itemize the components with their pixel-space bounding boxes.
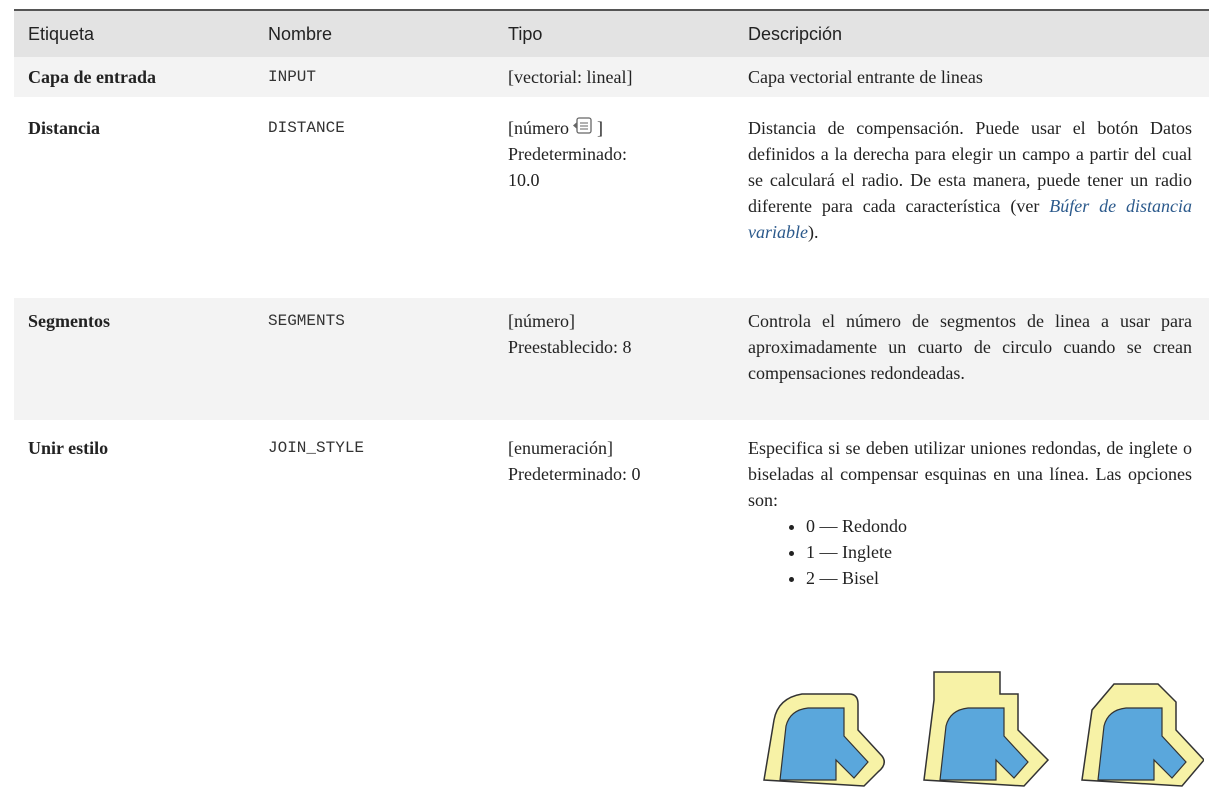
type: [vectorial: lineal] (508, 67, 633, 87)
type: [enumeración] Predeterminado: 0 (508, 435, 728, 487)
name: DISTANCE (268, 119, 345, 137)
header-cell: Tipo (508, 24, 543, 44)
label: Capa de entrada (28, 67, 157, 87)
description: Capa vectorial entrante de lineas (748, 67, 983, 87)
description-text: ). (808, 222, 819, 242)
name: JOIN_STYLE (268, 439, 365, 457)
label: Distancia (28, 118, 100, 138)
type-text: [número (508, 118, 569, 138)
description-text: Especifica si se deben utilizar uniones … (748, 438, 1192, 510)
round-join (763, 693, 885, 787)
description: Especifica si se deben utilizar uniones … (748, 435, 1192, 591)
type-line: 10.0 (508, 170, 540, 190)
type-line: Preestablecido: 8 (508, 337, 632, 357)
bevel-join (1081, 683, 1204, 787)
header-cell: Etiqueta (28, 24, 95, 44)
description: Distancia de compensación. Puede usar el… (748, 115, 1192, 245)
table-row: Unir estilo JOIN_STYLE [enumeración] Pre… (14, 420, 1209, 787)
name: INPUT (268, 68, 317, 86)
table-row: Distancia DISTANCE [número] Predetermina… (14, 97, 1209, 298)
link[interactable]: Búfer de distancia variable (748, 196, 1192, 242)
join-style-illustrations (763, 671, 1204, 787)
header-cell: Descripción (748, 24, 843, 44)
description-text: Distancia de compensación. Puede usar el… (748, 118, 1192, 216)
label: Unir estilo (28, 438, 109, 458)
data-defined-icon (572, 117, 592, 134)
type: [número] Predeterminado: 10.0 (508, 115, 728, 193)
header-cell: Nombre (268, 24, 333, 44)
description: Controla el número de segmentos de linea… (748, 311, 1192, 383)
type-line: Predeterminado: (508, 144, 627, 164)
miter-join (923, 671, 1050, 787)
table-row: Segmentos SEGMENTS [número] Preestableci… (14, 298, 1209, 420)
name: SEGMENTS (268, 312, 345, 330)
type-line: [número] (508, 115, 728, 141)
type-line: Predeterminado: 0 (508, 464, 641, 484)
label: Segmentos (28, 311, 110, 331)
type-line: [número] (508, 311, 575, 331)
table-row: Capa de entrada INPUT [vectorial: lineal… (14, 57, 1209, 97)
type: [número] Preestablecido: 8 (508, 308, 728, 360)
options-list: 0 — Redondo 1 — Inglete 2 — Bisel (748, 513, 1192, 591)
type-line: [enumeración] (508, 438, 613, 458)
type-text: ] (596, 118, 603, 138)
option: 0 — Redondo (806, 513, 1192, 539)
option: 2 — Bisel (806, 565, 1192, 591)
option: 1 — Inglete (806, 539, 1192, 565)
header-row: Etiqueta Nombre Tipo Descripción (14, 9, 1209, 57)
